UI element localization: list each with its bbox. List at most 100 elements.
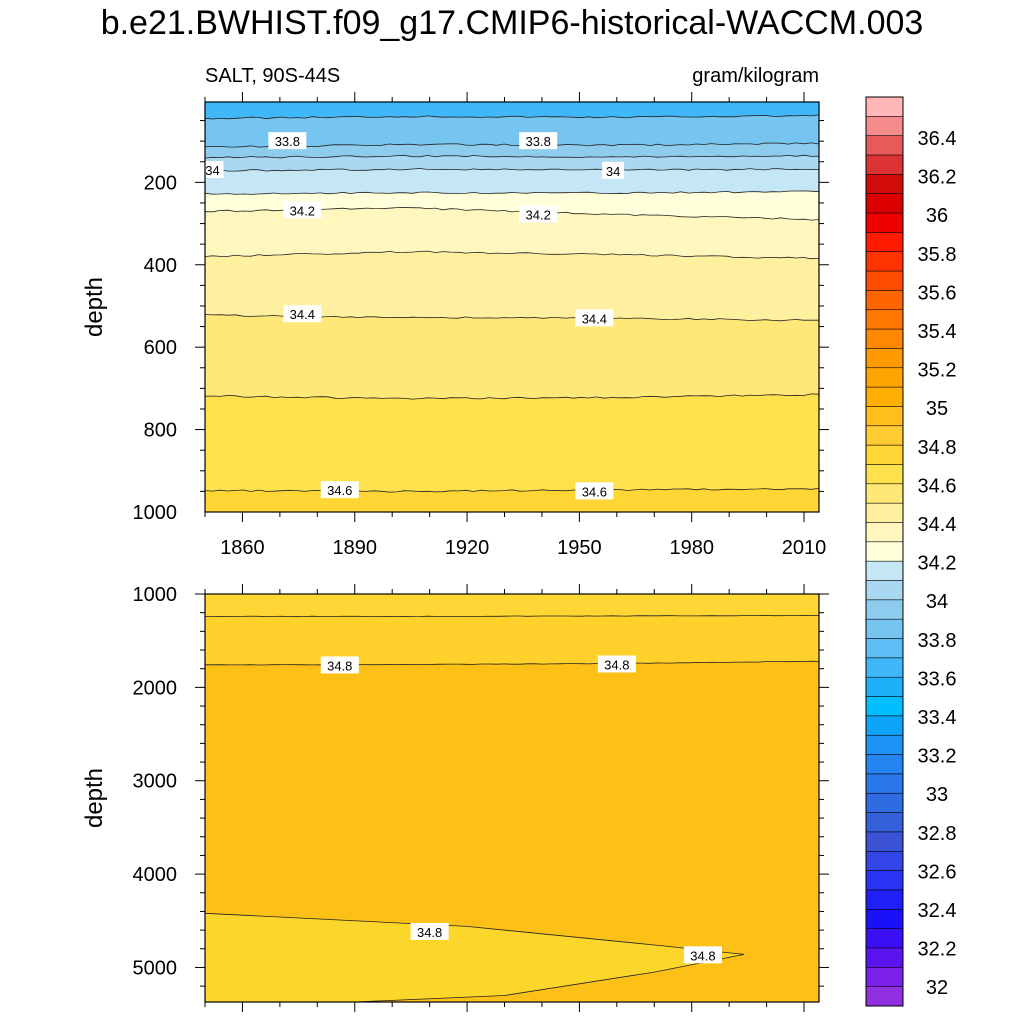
- deep-wedge: [205, 913, 745, 1002]
- colorbar-swatch: [865, 483, 904, 504]
- contour-label-box: [597, 655, 636, 673]
- y-tick-label: 800: [144, 420, 177, 442]
- figure-title: b.e21.BWHIST.f09_g17.CMIP6-historical-WA…: [101, 4, 924, 42]
- y-tick-label: 1000: [133, 502, 178, 524]
- colorbar-swatch: [865, 599, 904, 620]
- contour-label-box: [519, 205, 558, 223]
- colorbar-label: 35.6: [918, 282, 957, 304]
- contour-label: 34.4: [283, 305, 322, 323]
- contour-line-34.5: [205, 393, 819, 400]
- colorbar-frame: [865, 96, 904, 1007]
- contour-label-box: [283, 305, 322, 323]
- colorbar-swatch: [865, 135, 904, 156]
- contour-label: 34.4: [575, 309, 614, 327]
- colorbar-swatch: [865, 406, 904, 427]
- colorbar-label: 33: [926, 784, 948, 806]
- contour-label: 34: [205, 160, 224, 178]
- y-tick-label: 4000: [133, 864, 178, 886]
- colorbar-swatch: [865, 444, 904, 465]
- colorbar-swatch: [865, 270, 904, 291]
- y-axis-label: depth: [81, 277, 108, 337]
- colorbar-swatch: [865, 348, 904, 369]
- contour-label-box: [683, 946, 722, 964]
- contour-label: 34.2: [283, 201, 322, 219]
- colorbar-swatch: [865, 251, 904, 272]
- contour-label-box: [410, 922, 449, 940]
- contour-label: 34.8: [597, 655, 636, 673]
- colorbar-swatch: [865, 734, 904, 756]
- colorbar-swatch: [865, 309, 904, 330]
- contour-line-34.3: [205, 250, 819, 260]
- upper-left-string: SALT, 90S-44S: [205, 65, 340, 87]
- fill-band-above-34.6: [205, 488, 819, 512]
- y-tick-label: 1000: [133, 584, 178, 606]
- colorbar-label: 36.2: [918, 167, 957, 189]
- upper-units: gram/kilogram: [692, 65, 819, 87]
- contour-label-text: 33.8: [275, 134, 300, 149]
- fill-band-above-34.8: [205, 661, 819, 1002]
- colorbar-swatch: [865, 232, 904, 253]
- colorbar-label: 32.6: [918, 861, 957, 883]
- colorbar-label: 35.4: [918, 321, 957, 343]
- colorbar-swatch: [865, 908, 904, 930]
- colorbar-swatch: [865, 870, 904, 891]
- colorbar-swatch: [865, 560, 904, 582]
- contour-line-33.8: [205, 142, 819, 148]
- y-tick-label: 600: [144, 337, 177, 359]
- colorbar-label: 34.2: [918, 553, 957, 575]
- contour-label-text: 34.8: [604, 657, 629, 672]
- colorbar-label: 35.2: [918, 360, 957, 382]
- colorbar-swatch: [865, 464, 904, 485]
- colorbar-swatch: [865, 947, 904, 968]
- contour-label: 33.8: [268, 132, 307, 150]
- x-tick-label: 1950: [557, 537, 602, 559]
- contour-line-34.75: [205, 614, 819, 618]
- contour-label-box: [320, 656, 359, 674]
- colorbar-swatch: [865, 328, 904, 349]
- x-tick-label: 1920: [445, 537, 490, 559]
- plot-frame: [204, 593, 820, 1003]
- contour-line-34.1: [205, 190, 819, 195]
- contour-label-text: 34.8: [690, 948, 715, 963]
- contour-label-box: [268, 132, 307, 150]
- colorbar-label: 33.6: [918, 668, 957, 690]
- y-axis-label: depth: [81, 768, 108, 828]
- colorbar-label: 32.4: [918, 900, 957, 922]
- contour-label-text: 34.2: [290, 203, 315, 218]
- colorbar-label: 32.2: [918, 939, 957, 961]
- contour-label: 34.8: [683, 946, 722, 964]
- colorbar-swatch: [865, 425, 904, 446]
- y-tick-label: 2000: [133, 677, 178, 699]
- contour-label-box: [575, 309, 614, 327]
- colorbar-label: 33.4: [918, 707, 957, 729]
- colorbar-swatch: [865, 696, 904, 717]
- colorbar-swatch: [865, 290, 904, 311]
- contour-label: 34: [602, 161, 625, 179]
- y-tick-label: 400: [144, 255, 177, 277]
- colorbar-swatch: [865, 986, 904, 1007]
- colorbar-swatch: [865, 889, 904, 910]
- colorbar-swatch: [865, 96, 904, 117]
- contour-label: 34.6: [320, 481, 359, 499]
- plot-frame: [204, 101, 820, 513]
- contour-label: 34.8: [320, 656, 359, 674]
- y-tick-label: 3000: [133, 771, 178, 793]
- contour-label-box: [575, 482, 614, 500]
- colorbar-swatch: [865, 967, 904, 988]
- contour-label-box: [320, 481, 359, 499]
- contour-label: 33.8: [519, 132, 558, 150]
- contour-label-box: [205, 160, 224, 178]
- contour-label-text: 34.8: [417, 925, 442, 940]
- contour-label: 34.6: [575, 482, 614, 500]
- colorbar-swatch: [865, 831, 904, 852]
- colorbar-swatch: [865, 116, 904, 137]
- x-tick-label: 1890: [333, 537, 378, 559]
- contour-line-34.8: [205, 660, 819, 666]
- contour-label-text: 34.8: [327, 658, 352, 673]
- colorbar-label: 34: [926, 591, 948, 613]
- colorbar-swatch: [865, 193, 904, 214]
- colorbar-swatch: [865, 638, 904, 659]
- y-tick-label: 5000: [133, 957, 178, 979]
- colorbar-swatch: [865, 541, 904, 562]
